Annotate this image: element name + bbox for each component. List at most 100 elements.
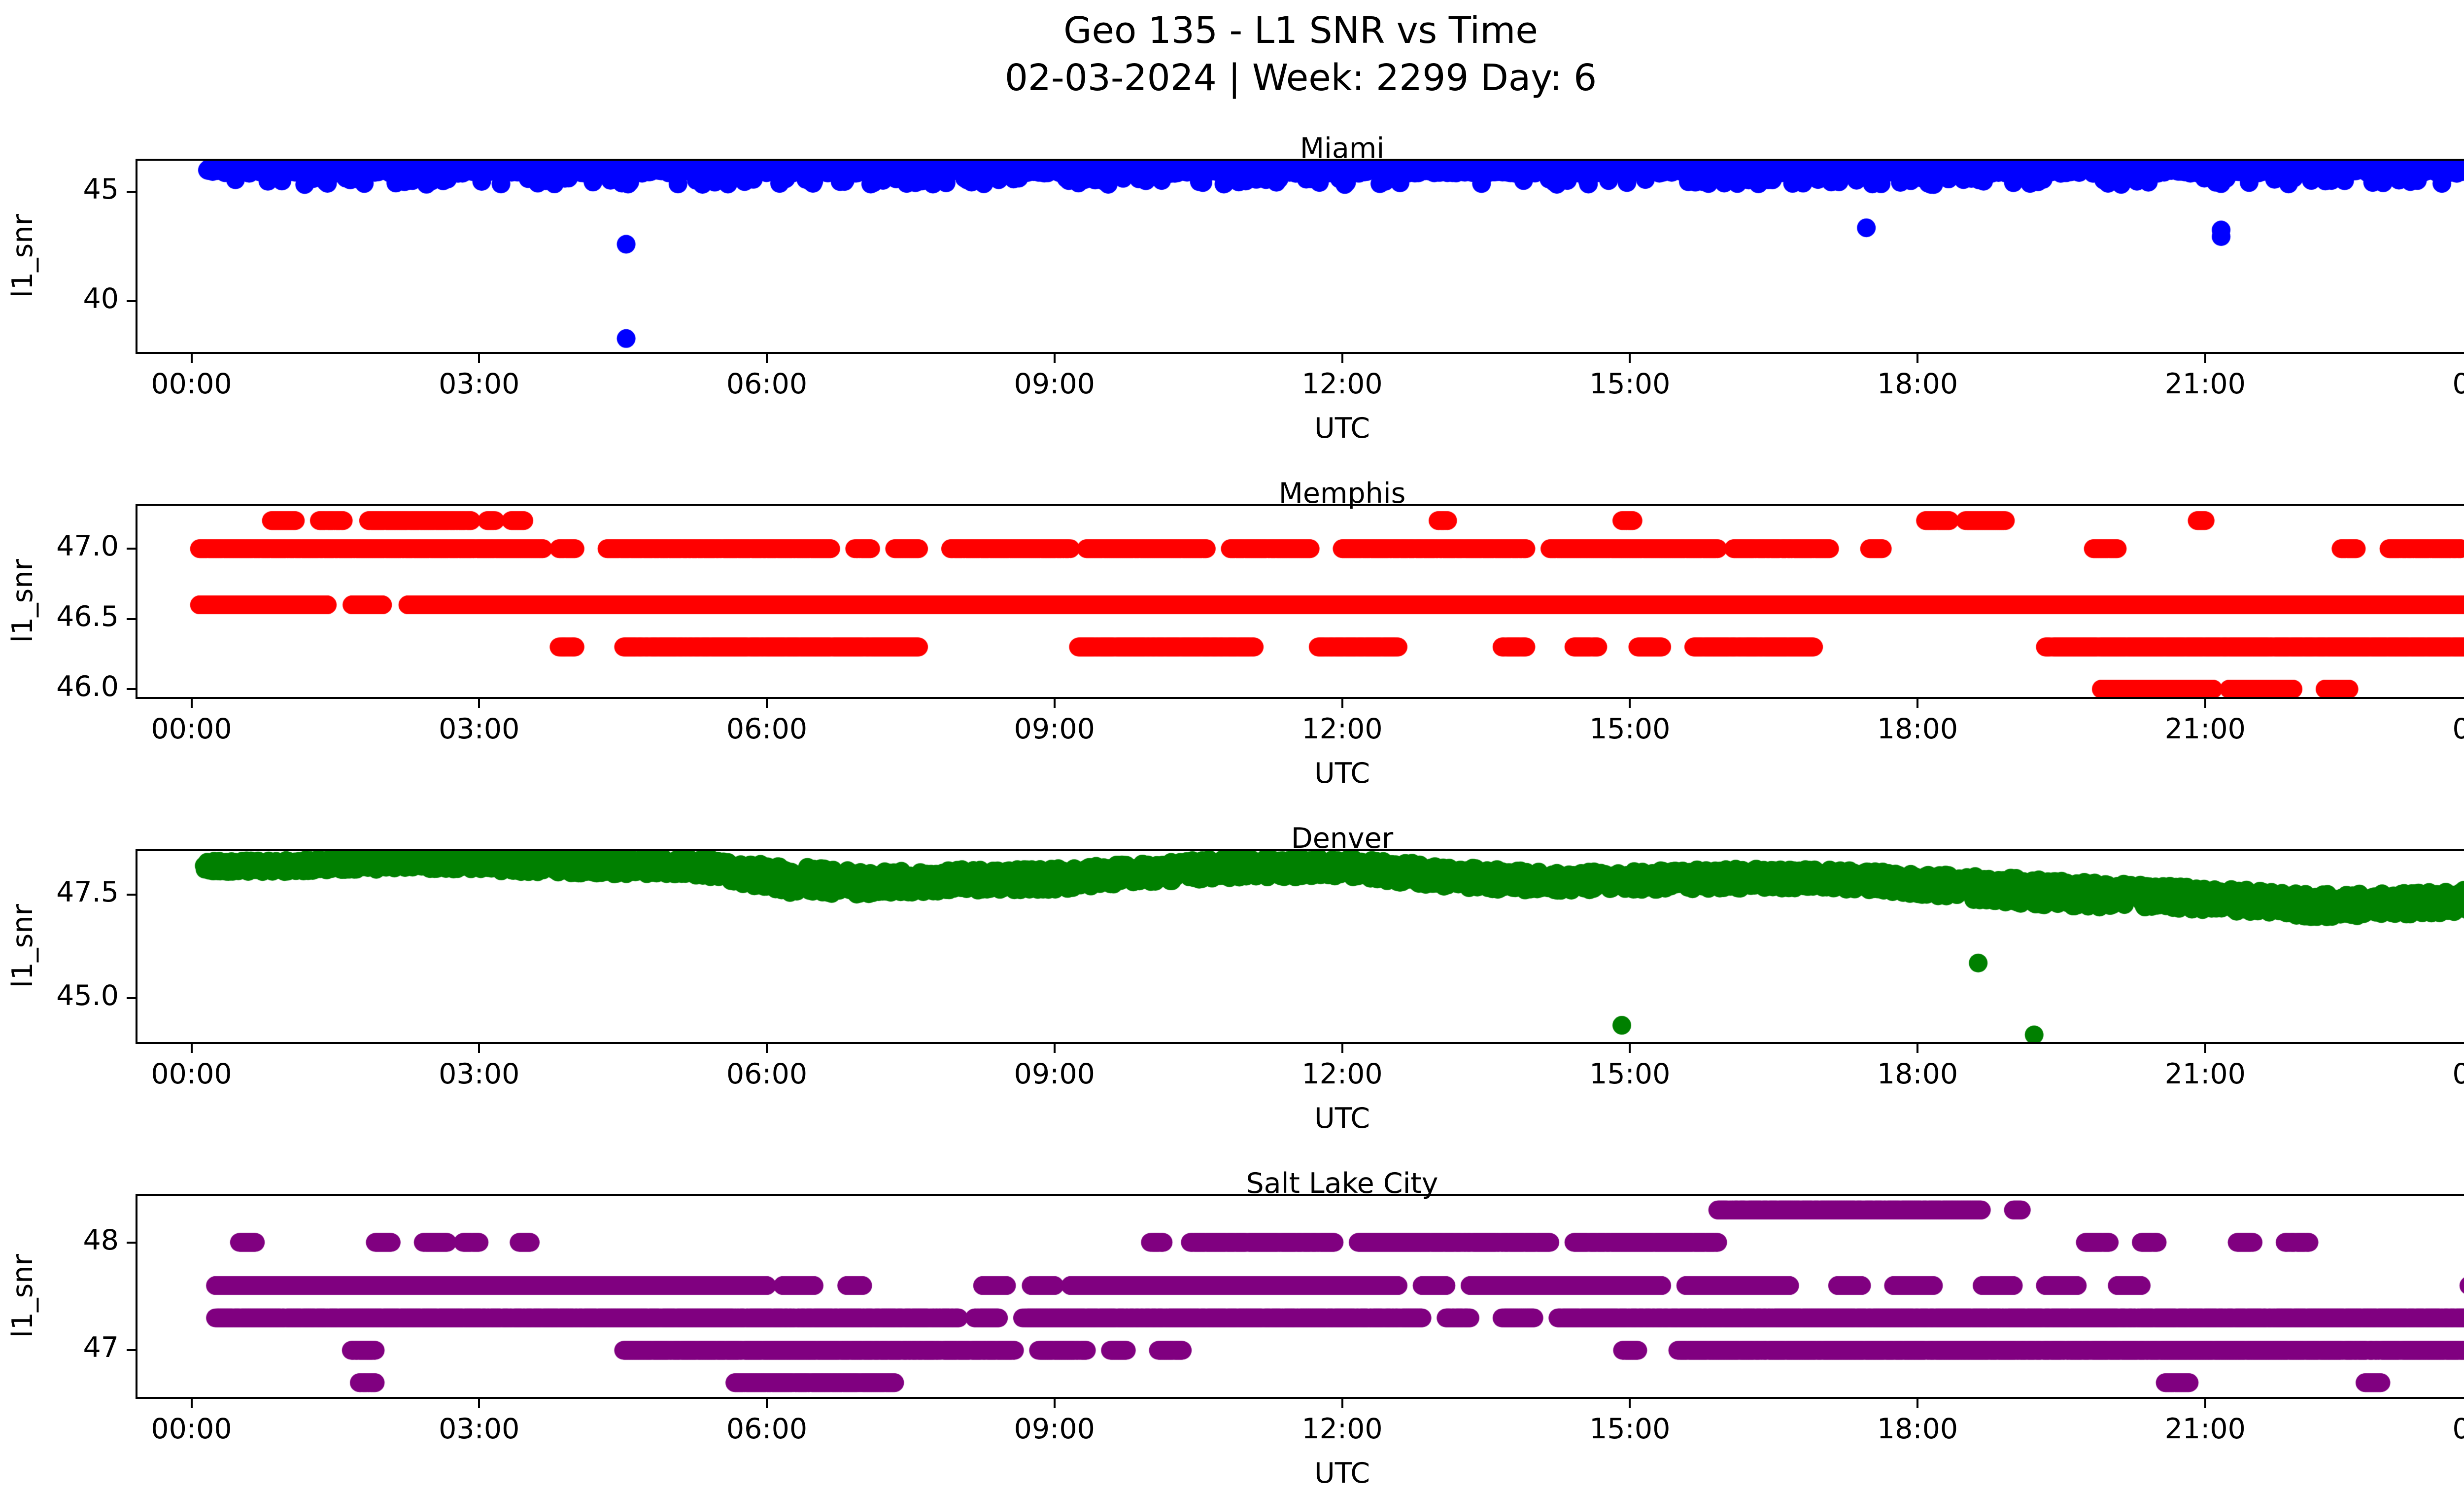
x-tick-mark — [2204, 354, 2206, 363]
x-tick-mark — [766, 1044, 768, 1053]
x-tick-label: 18:00 — [1877, 1413, 1958, 1445]
x-axis-label-denver: UTC — [1314, 1102, 1370, 1135]
x-tick-label: 00:00 — [151, 368, 232, 400]
scatter-plot-salt-lake-city — [136, 1194, 2464, 1399]
x-tick-label: 00:00 — [2452, 368, 2464, 400]
x-axis-label-salt-lake-city: UTC — [1314, 1457, 1370, 1490]
x-tick-mark — [478, 699, 480, 708]
x-tick-label: 00:00 — [2452, 1058, 2464, 1090]
x-tick-label: 15:00 — [1589, 713, 1671, 745]
y-axis-label-salt-lake-city: l1_snr — [6, 1254, 39, 1338]
x-tick-label: 18:00 — [1877, 1058, 1958, 1090]
x-tick-mark — [1053, 1399, 1056, 1408]
x-tick-label: 21:00 — [2164, 368, 2246, 400]
y-tick-mark — [127, 548, 136, 550]
x-tick-label: 03:00 — [439, 1058, 520, 1090]
x-tick-mark — [2204, 699, 2206, 708]
x-tick-label: 03:00 — [439, 368, 520, 400]
x-tick-label: 12:00 — [1301, 1058, 1383, 1090]
x-tick-label: 12:00 — [1301, 713, 1383, 745]
x-tick-label: 00:00 — [2452, 713, 2464, 745]
x-tick-label: 09:00 — [1014, 1413, 1095, 1445]
x-tick-label: 03:00 — [439, 1413, 520, 1445]
y-tick-mark — [127, 618, 136, 620]
y-axis-label-denver: l1_snr — [6, 904, 39, 988]
x-tick-mark — [1916, 354, 1918, 363]
x-tick-mark — [190, 1399, 193, 1408]
y-tick-label: 45 — [83, 173, 119, 206]
figure-title-line-2: 02-03-2024 | Week: 2299 Day: 6 — [1004, 57, 1597, 100]
x-tick-label: 18:00 — [1877, 713, 1958, 745]
y-tick-mark — [127, 688, 136, 691]
x-tick-mark — [190, 699, 193, 708]
x-tick-mark — [766, 354, 768, 363]
x-tick-label: 21:00 — [2164, 1413, 2246, 1445]
x-tick-label: 03:00 — [439, 713, 520, 745]
y-tick-label: 45.0 — [56, 979, 119, 1012]
x-tick-mark — [1629, 1044, 1631, 1053]
x-tick-mark — [478, 1399, 480, 1408]
x-tick-mark — [1053, 1044, 1056, 1053]
x-axis-label-miami: UTC — [1314, 412, 1370, 445]
x-tick-mark — [1629, 699, 1631, 708]
x-tick-label: 21:00 — [2164, 1058, 2246, 1090]
y-tick-label: 48 — [83, 1223, 119, 1256]
x-tick-label: 21:00 — [2164, 713, 2246, 745]
x-tick-label: 00:00 — [2452, 1413, 2464, 1445]
scatter-plot-denver — [136, 849, 2464, 1044]
y-tick-label: 47.0 — [56, 530, 119, 563]
scatter-plot-miami — [136, 159, 2464, 354]
x-tick-mark — [1341, 354, 1343, 363]
x-tick-mark — [478, 354, 480, 363]
y-tick-mark — [127, 300, 136, 303]
y-tick-label: 46.5 — [56, 600, 119, 633]
x-tick-label: 12:00 — [1301, 1413, 1383, 1445]
x-tick-label: 15:00 — [1589, 1413, 1671, 1445]
x-tick-label: 09:00 — [1014, 368, 1095, 400]
x-tick-mark — [766, 699, 768, 708]
x-tick-label: 15:00 — [1589, 368, 1671, 400]
y-tick-mark — [127, 997, 136, 1000]
x-tick-label: 00:00 — [151, 713, 232, 745]
figure-title-line-1: Geo 135 - L1 SNR vs Time — [1063, 9, 1538, 52]
x-tick-mark — [1916, 1044, 1918, 1053]
x-tick-mark — [766, 1399, 768, 1408]
x-tick-mark — [190, 1044, 193, 1053]
y-tick-label: 47.5 — [56, 875, 119, 908]
y-tick-mark — [127, 1241, 136, 1244]
x-tick-mark — [1629, 1399, 1631, 1408]
x-axis-label-memphis: UTC — [1314, 757, 1370, 790]
x-tick-mark — [1916, 1399, 1918, 1408]
y-tick-label: 47 — [83, 1331, 119, 1364]
y-tick-mark — [127, 190, 136, 193]
x-tick-mark — [2204, 1399, 2206, 1408]
figure-title: Geo 135 - L1 SNR vs Time 02-03-2024 | Wee… — [0, 7, 2464, 102]
x-tick-label: 06:00 — [726, 1413, 808, 1445]
x-tick-label: 15:00 — [1589, 1058, 1671, 1090]
x-tick-label: 00:00 — [151, 1058, 232, 1090]
x-tick-mark — [1053, 699, 1056, 708]
x-tick-mark — [1341, 699, 1343, 708]
y-axis-label-miami: l1_snr — [6, 214, 39, 298]
x-tick-label: 09:00 — [1014, 1058, 1095, 1090]
y-axis-label-memphis: l1_snr — [6, 559, 39, 643]
x-tick-label: 06:00 — [726, 713, 808, 745]
axes-frame-memphis — [136, 504, 2464, 699]
x-tick-mark — [2204, 1044, 2206, 1053]
x-tick-mark — [1053, 354, 1056, 363]
x-tick-mark — [1629, 354, 1631, 363]
x-tick-mark — [478, 1044, 480, 1053]
x-tick-label: 12:00 — [1301, 368, 1383, 400]
x-tick-label: 06:00 — [726, 1058, 808, 1090]
axes-frame-salt-lake-city — [136, 1194, 2464, 1399]
x-tick-label: 06:00 — [726, 368, 808, 400]
axes-frame-denver — [136, 849, 2464, 1044]
x-tick-mark — [190, 354, 193, 363]
x-tick-mark — [1916, 699, 1918, 708]
axes-frame-miami — [136, 159, 2464, 354]
scatter-plot-memphis — [136, 504, 2464, 699]
y-tick-mark — [127, 1349, 136, 1352]
y-tick-label: 46.0 — [56, 670, 119, 703]
x-tick-label: 09:00 — [1014, 713, 1095, 745]
